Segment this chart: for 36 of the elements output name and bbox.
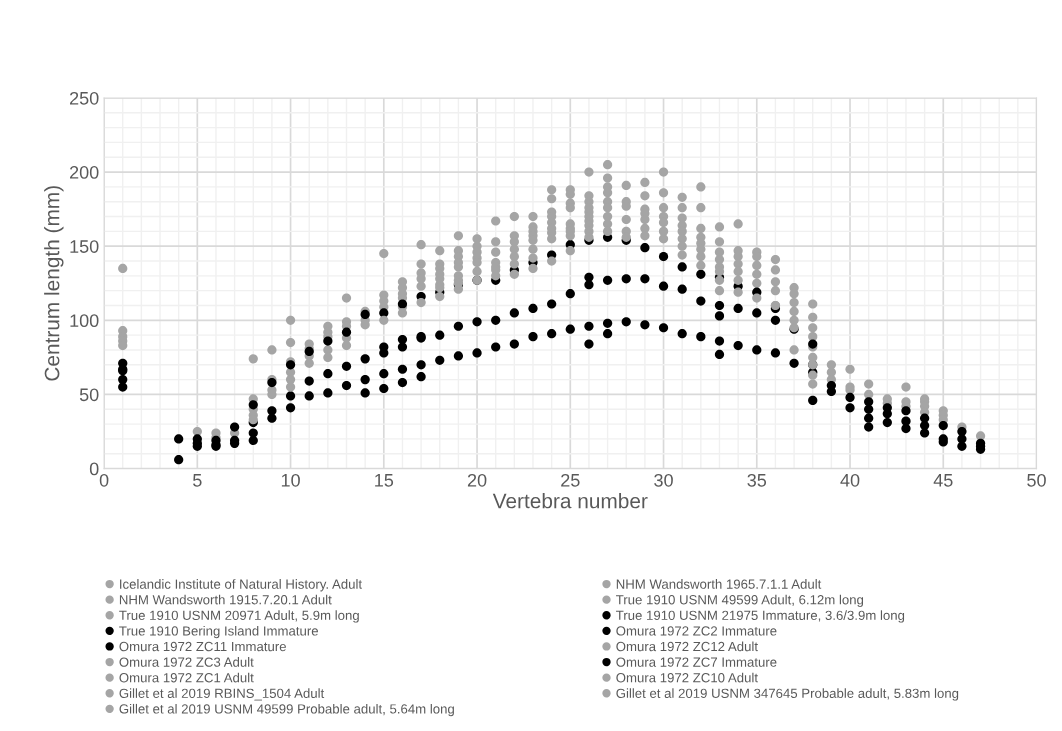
x-tick-label: 35 xyxy=(747,473,767,487)
legend-label: Gillet et al 2019 USNM 49599 Probable adult, 5.64m long xyxy=(119,703,454,717)
x-tick-label: 5 xyxy=(193,474,202,487)
legend-label: Omura 1972 ZC3 Adult xyxy=(119,657,254,667)
y-axis-title: Centrum length (mm) xyxy=(44,186,64,381)
legend-label: NHM Wandsworth 1915.7.20.1 Adult xyxy=(119,594,332,605)
x-tick-label: 40 xyxy=(840,473,860,487)
legend-label: Icelandic Institute of Natural History. Adult xyxy=(120,579,362,592)
x-axis-title: Vertebra number xyxy=(492,493,648,509)
y-tick-label: 250 xyxy=(70,91,99,105)
x-tick-label: 10 xyxy=(281,473,300,487)
y-tick-label: 100 xyxy=(70,314,99,328)
legend-label: Omura 1972 ZC1 Adult xyxy=(119,672,254,683)
x-tick-label: 15 xyxy=(375,474,394,487)
x-tick-label: 45 xyxy=(933,474,953,487)
y-tick-label: 150 xyxy=(70,240,99,253)
legend-label: Gillet et al 2019 USNM 347645 Probable adult, 5.83m long xyxy=(616,688,959,701)
x-tick-label: 30 xyxy=(654,473,673,487)
legend-label: True 1910 USNM 49599 Adult, 6.12m long xyxy=(616,594,864,608)
x-tick-label: 20 xyxy=(467,473,487,487)
y-tick-label: 200 xyxy=(70,166,99,179)
legend-label: Gillet et al 2019 RBINS_1504 Adult xyxy=(119,688,325,701)
legend-label: True 1910 USNM 20971 Adult, 5.9m long xyxy=(119,610,359,623)
x-tick-label: 25 xyxy=(561,473,580,487)
legend-label: Omura 1972 ZC11 Immature xyxy=(119,641,286,652)
legend-label: Omura 1972 ZC10 Adult xyxy=(616,672,758,683)
x-tick-label: 50 xyxy=(1027,473,1046,487)
x-tick-label: 0 xyxy=(99,473,109,487)
legend-label: Omura 1972 ZC2 Immature xyxy=(616,626,777,636)
y-tick-label: 50 xyxy=(79,388,99,402)
legend-label: True 1910 Bering Island Immature xyxy=(119,625,318,639)
y-tick-label: 0 xyxy=(89,462,99,476)
legend-label: Omura 1972 ZC7 Immature xyxy=(616,657,777,667)
legend-label: NHM Wandsworth 1965.7.1.1 Adult xyxy=(616,579,822,589)
legend-label: True 1910 USNM 21975 Immature, 3.6/3.9m long xyxy=(616,610,905,623)
legend-label: Omura 1972 ZC12 Adult xyxy=(616,641,758,652)
